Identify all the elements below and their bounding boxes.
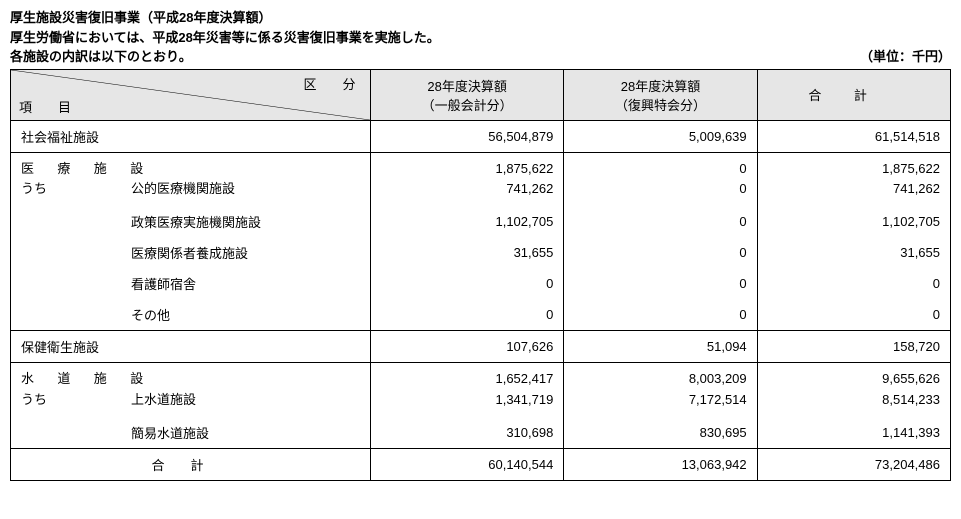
cell: 8,003,2097,172,514: [564, 363, 757, 417]
header-col3: 合計: [757, 69, 950, 120]
row-label: 水 道 施 設 うち上水道施設: [11, 363, 371, 417]
row-sub-label: その他: [131, 308, 170, 323]
table-row: 水 道 施 設 うち上水道施設 1,652,4171,341,719 8,003…: [11, 363, 951, 417]
total-row: 合計 60,140,544 13,063,942 73,204,486: [11, 448, 951, 480]
document-heading: 厚生施設災害復旧事業（平成28年度決算額） 厚生労働省においては、平成28年災害…: [10, 8, 951, 67]
total-label: 合計: [11, 448, 371, 480]
header-col3-label: 合計: [808, 88, 899, 103]
table-row: 医 療 施 設 うち公的医療機関施設 1,875,622741,262 00 1…: [11, 152, 951, 206]
row-label: 看護師宿舎: [11, 268, 371, 299]
header-col2-line1: 28年度決算額: [621, 79, 700, 94]
table-row: 看護師宿舎 0 0 0: [11, 268, 951, 299]
cell: 0: [371, 299, 564, 331]
cell: 0: [564, 206, 757, 237]
title: 厚生施設災害復旧事業（平成28年度決算額）: [10, 8, 951, 28]
table-row: その他 0 0 0: [11, 299, 951, 331]
row-sub-label: 医療関係者養成施設: [131, 246, 248, 261]
row-uchi-label: うち: [21, 390, 131, 411]
cell: 60,140,544: [371, 448, 564, 480]
row-label: 医療関係者養成施設: [11, 237, 371, 268]
table-row: 社会福祉施設 56,504,879 5,009,639 61,514,518: [11, 120, 951, 152]
row-sub-label: 看護師宿舎: [131, 277, 196, 292]
cell: 9,655,6268,514,233: [757, 363, 950, 417]
cell: 5,009,639: [564, 120, 757, 152]
cell: 13,063,942: [564, 448, 757, 480]
header-col2-line2: （復興特会分）: [615, 98, 706, 113]
cell: 0: [757, 268, 950, 299]
cell: 1,141,393: [757, 417, 950, 449]
cell: 51,094: [564, 331, 757, 363]
cell: 830,695: [564, 417, 757, 449]
cell: 1,875,622741,262: [371, 152, 564, 206]
header-col1: 28年度決算額 （一般会計分）: [371, 69, 564, 120]
row-sub-label: 公的医療機関施設: [131, 181, 235, 196]
row-label: その他: [11, 299, 371, 331]
row-label: 社会福祉施設: [11, 120, 371, 152]
unit-label: （単位：千円）: [860, 47, 951, 67]
row-uchi-label: うち: [21, 179, 131, 200]
main-table: 区 分 項 目 28年度決算額 （一般会計分） 28年度決算額 （復興特会分） …: [10, 69, 951, 481]
row-sub-label: 簡易水道施設: [131, 426, 209, 441]
cell: 158,720: [757, 331, 950, 363]
cell: 56,504,879: [371, 120, 564, 152]
table-row: 保健衛生施設 107,626 51,094 158,720: [11, 331, 951, 363]
cell: 1,875,622741,262: [757, 152, 950, 206]
cell: 31,655: [371, 237, 564, 268]
header-row: 区 分 項 目 28年度決算額 （一般会計分） 28年度決算額 （復興特会分） …: [11, 69, 951, 120]
cell: 1,102,705: [371, 206, 564, 237]
row-main-label: 医 療 施 設: [21, 161, 148, 176]
cell: 0: [564, 299, 757, 331]
table-row: 簡易水道施設 310,698 830,695 1,141,393: [11, 417, 951, 449]
cell: 61,514,518: [757, 120, 950, 152]
header-col2: 28年度決算額 （復興特会分）: [564, 69, 757, 120]
header-kubun: 区 分: [303, 74, 362, 93]
header-koumoku: 項 目: [19, 97, 78, 116]
cell: 1,652,4171,341,719: [371, 363, 564, 417]
cell: 1,102,705: [757, 206, 950, 237]
cell: 0: [757, 299, 950, 331]
row-sub-label: 上水道施設: [131, 392, 196, 407]
header-col1-line2: （一般会計分）: [422, 98, 513, 113]
subtitle-1: 厚生労働省においては、平成28年災害等に係る災害復旧事業を実施した。: [10, 28, 951, 48]
table-row: 政策医療実施機関施設 1,102,705 0 1,102,705: [11, 206, 951, 237]
cell: 0: [371, 268, 564, 299]
header-col1-line1: 28年度決算額: [427, 79, 506, 94]
cell: 00: [564, 152, 757, 206]
row-label: 簡易水道施設: [11, 417, 371, 449]
table-row: 医療関係者養成施設 31,655 0 31,655: [11, 237, 951, 268]
subtitle-2: 各施設の内訳は以下のとおり。: [10, 47, 192, 67]
row-label: 保健衛生施設: [11, 331, 371, 363]
cell: 310,698: [371, 417, 564, 449]
cell: 107,626: [371, 331, 564, 363]
cell: 0: [564, 237, 757, 268]
row-label: 政策医療実施機関施設: [11, 206, 371, 237]
header-diagonal: 区 分 項 目: [11, 69, 371, 120]
cell: 31,655: [757, 237, 950, 268]
cell: 73,204,486: [757, 448, 950, 480]
row-label: 医 療 施 設 うち公的医療機関施設: [11, 152, 371, 206]
row-main-label: 水 道 施 設: [21, 371, 148, 386]
row-sub-label: 政策医療実施機関施設: [131, 215, 261, 230]
cell: 0: [564, 268, 757, 299]
